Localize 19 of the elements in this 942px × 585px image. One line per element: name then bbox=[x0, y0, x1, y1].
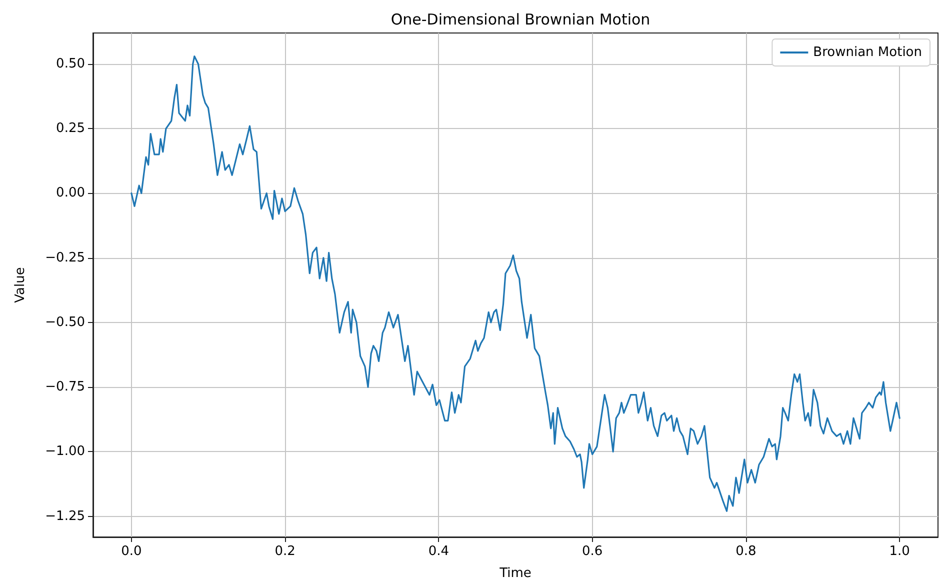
legend-label: Brownian Motion bbox=[813, 45, 922, 60]
y-tick-label: 0.50 bbox=[56, 56, 85, 72]
x-tick-label: 1.0 bbox=[889, 544, 910, 559]
x-tick-label: 0.4 bbox=[428, 544, 450, 559]
x-tick-label: 0.2 bbox=[274, 544, 296, 559]
y-tick-label: −0.50 bbox=[45, 314, 85, 330]
x-tick-label: 0.0 bbox=[121, 544, 142, 559]
y-tick-label: 0.00 bbox=[56, 186, 85, 201]
line-series bbox=[130, 55, 900, 512]
y-tick-label: −1.25 bbox=[45, 508, 85, 524]
x-axis-title: Time bbox=[498, 566, 532, 581]
y-tick-label: 0.25 bbox=[56, 121, 85, 136]
y-tick-label: −0.25 bbox=[45, 250, 85, 266]
x-tick-label: 0.8 bbox=[736, 544, 756, 559]
y-tick-label: −0.75 bbox=[45, 380, 85, 395]
y-tick-label: −1.00 bbox=[45, 444, 85, 460]
chart-title: One-Dimensional Brownian Motion bbox=[390, 10, 650, 28]
x-tick-label: 0.6 bbox=[582, 544, 603, 559]
y-axis-title: Value bbox=[13, 267, 28, 303]
